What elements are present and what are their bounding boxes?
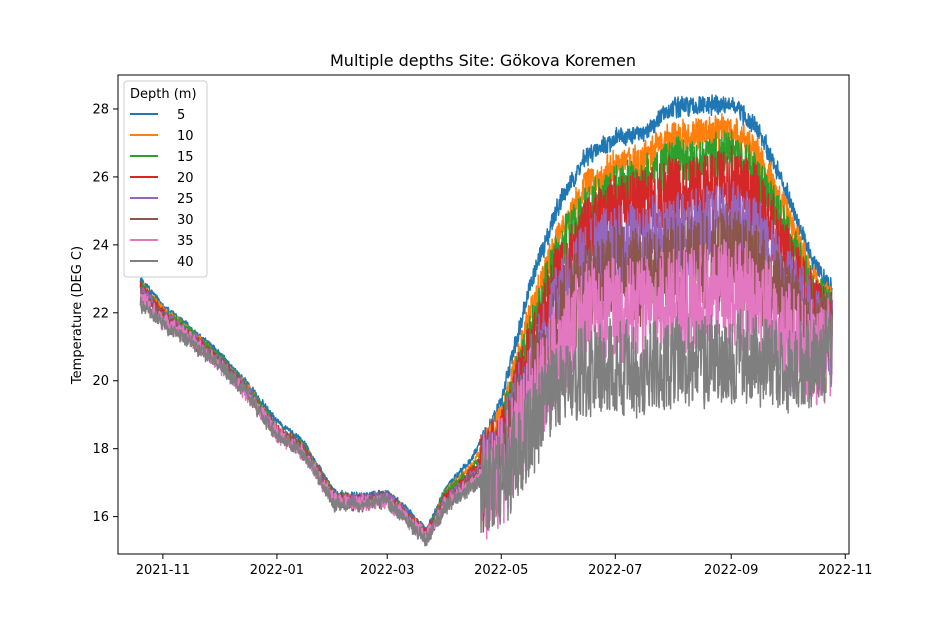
legend-label-depth-10: 10 bbox=[177, 129, 194, 144]
legend-label-depth-25: 25 bbox=[177, 192, 194, 207]
series-line-depth-40 bbox=[139, 296, 833, 547]
plot-area-frame bbox=[117, 74, 850, 555]
y-tick-label: 16 bbox=[92, 510, 109, 525]
y-axis-label: Temperature (DEG C) bbox=[70, 246, 85, 385]
legend: Depth (m) 5 10 15 20 25 30 35 40 bbox=[123, 80, 208, 278]
legend-label-depth-35: 35 bbox=[177, 234, 194, 249]
x-tick-label: 2022-11 bbox=[818, 563, 872, 578]
y-tick-label: 22 bbox=[92, 306, 109, 321]
legend-label-depth-30: 30 bbox=[177, 213, 194, 228]
legend-title: Depth (m) bbox=[130, 87, 197, 102]
y-axis: 16 18 20 22 24 26 28 bbox=[92, 102, 118, 525]
legend-box bbox=[123, 80, 208, 278]
x-axis: 2021-11 2022-01 2022-03 2022-05 2022-07 2022-… bbox=[136, 554, 872, 578]
legend-label-depth-15: 15 bbox=[177, 150, 194, 165]
x-tick-label: 2022-05 bbox=[474, 563, 528, 578]
y-tick-label: 28 bbox=[92, 102, 109, 117]
legend-label-depth-40: 40 bbox=[177, 255, 194, 270]
y-tick-label: 24 bbox=[92, 238, 109, 253]
x-tick-label: 2022-03 bbox=[360, 563, 414, 578]
legend-label-depth-20: 20 bbox=[177, 171, 194, 186]
x-tick-label: 2022-07 bbox=[588, 563, 642, 578]
y-tick-label: 18 bbox=[92, 442, 109, 457]
y-tick-label: 26 bbox=[92, 170, 109, 185]
x-tick-label: 2021-11 bbox=[136, 563, 190, 578]
legend-label-depth-5: 5 bbox=[177, 108, 185, 123]
x-tick-label: 2022-09 bbox=[704, 563, 758, 578]
series-layer bbox=[139, 94, 833, 547]
x-tick-label: 2022-01 bbox=[250, 563, 304, 578]
y-tick-label: 20 bbox=[92, 374, 109, 389]
chart-title: Multiple depths Site: Gökova Koremen bbox=[330, 51, 636, 70]
